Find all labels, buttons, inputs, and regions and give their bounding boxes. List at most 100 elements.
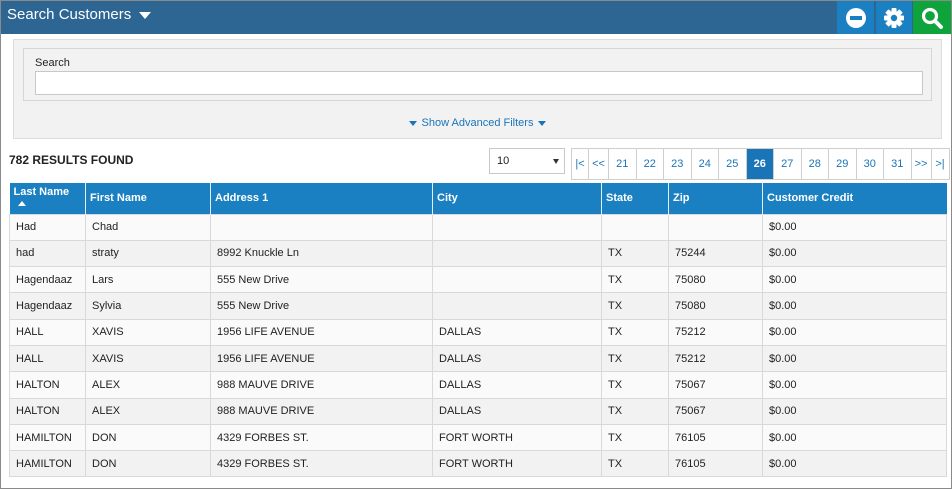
table-row[interactable]: HAMILTON DON 4329 FORBES ST. FORT WORTH TX 76… [9, 450, 947, 478]
minus-icon [845, 7, 866, 28]
triangle-down-icon [538, 120, 547, 126]
table-cell: ALEX [85, 397, 211, 425]
page-button[interactable]: >> [911, 149, 932, 179]
page-title-dropdown[interactable]: Search Customers [7, 6, 152, 23]
results-count: 782 RESULTS FOUND [9, 153, 134, 167]
page-button[interactable]: 22 [636, 149, 664, 179]
page-button[interactable]: 31 [884, 149, 912, 179]
column-header-label: Zip [673, 192, 690, 205]
table-row[interactable]: HALL XAVIS 1956 LIFE AVENUE DALLAS TX 75212 $0… [9, 344, 947, 373]
page-button[interactable]: 25 [719, 149, 747, 179]
table-cell: DON [85, 423, 211, 452]
table-cell: 988 MAUVE DRIVE [210, 371, 433, 399]
column-header[interactable]: Zip [668, 183, 763, 214]
show-advanced-filters-link[interactable]: Show Advanced Filters [14, 117, 941, 129]
search-button[interactable] [913, 1, 951, 34]
table-cell [601, 213, 669, 241]
table-cell: 76105 [668, 450, 763, 478]
search-icon [921, 7, 943, 29]
table-cell: XAVIS [85, 318, 211, 346]
table-row[interactable]: HALTON ALEX 988 MAUVE DRIVE DALLAS TX 75067 $0… [9, 397, 947, 425]
table-cell: HALTON [9, 371, 86, 399]
page-button[interactable]: 23 [664, 149, 692, 179]
page-button[interactable]: 28 [801, 149, 829, 179]
column-header[interactable]: Customer Credit [762, 183, 947, 214]
table-row[interactable]: had straty 8992 Knuckle Ln TX 75244 $0.00 [9, 239, 947, 268]
column-header-label: Customer Credit [767, 192, 854, 205]
table-cell: Lars [85, 266, 211, 294]
table-cell: had [9, 239, 86, 268]
table-cell: 555 New Drive [210, 266, 433, 294]
table-cell: 1956 LIFE AVENUE [210, 344, 433, 373]
table-cell: straty [85, 239, 211, 268]
column-header[interactable]: Last Name [9, 183, 86, 214]
search-input[interactable] [35, 71, 923, 95]
column-header-label: Last Name [13, 186, 70, 199]
column-header[interactable]: City [432, 183, 602, 214]
table-cell: TX [601, 318, 669, 346]
table-cell: 988 MAUVE DRIVE [210, 397, 433, 425]
table-cell: HALTON [9, 397, 86, 425]
table-cell: 75244 [668, 239, 763, 268]
table-cell: $0.00 [762, 239, 947, 268]
table-cell: TX [601, 397, 669, 425]
table-cell: HALL [9, 318, 86, 346]
page-button[interactable]: << [589, 149, 609, 179]
table-cell: TX [601, 371, 669, 399]
table-cell: 75067 [668, 371, 763, 399]
table-row[interactable]: HALL XAVIS 1956 LIFE AVENUE DALLAS TX 75212 $0… [9, 318, 947, 346]
table-cell: TX [601, 344, 669, 373]
column-header-label: State [606, 192, 633, 205]
page-button[interactable]: 29 [829, 149, 857, 179]
sort-ascending-icon [17, 201, 26, 207]
column-header[interactable]: Address 1 [210, 183, 433, 214]
page-button[interactable]: |< [572, 149, 589, 179]
table-cell: 75067 [668, 397, 763, 425]
column-header[interactable]: First Name [85, 183, 211, 214]
table-cell: 4329 FORBES ST. [210, 450, 433, 478]
table-body: Had Chad $0.00 had straty 8992 Knuckle Ln TX 75… [9, 213, 947, 478]
title-bar: Search Customers [1, 1, 951, 34]
table-cell: $0.00 [762, 423, 947, 452]
page-button-current[interactable]: 26 [746, 149, 774, 179]
gear-icon [884, 7, 904, 28]
table-row[interactable]: Hagendaaz Lars 555 New Drive TX 75080 $0.00 [9, 266, 947, 294]
table-row[interactable]: Hagendaaz Sylvia 555 New Drive TX 75080 $0.00 [9, 292, 947, 320]
column-header[interactable]: State [601, 183, 669, 214]
table-cell: DON [85, 450, 211, 478]
table-cell [432, 239, 602, 268]
table-header: Last Name First Name Address 1 City State Zip… [9, 183, 947, 214]
table-cell: $0.00 [762, 397, 947, 425]
page-button[interactable]: 30 [856, 149, 884, 179]
table-cell: HAMILTON [9, 423, 86, 452]
page-button[interactable]: 21 [609, 149, 637, 179]
page-button[interactable]: >| [931, 149, 949, 179]
table-row[interactable]: Had Chad $0.00 [9, 213, 947, 241]
dropdown-arrow-icon [553, 159, 559, 164]
table-cell: 4329 FORBES ST. [210, 423, 433, 452]
page-button[interactable]: 27 [774, 149, 802, 179]
table-cell: TX [601, 450, 669, 478]
table-cell: ALEX [85, 371, 211, 399]
pagination: |< << 21 22 23 24 25 26 27 28 29 30 31 >> >| [571, 148, 950, 180]
table-row[interactable]: HALTON ALEX 988 MAUVE DRIVE DALLAS TX 75067 $0… [9, 371, 947, 399]
column-header-label: City [437, 192, 458, 205]
page-button[interactable]: 24 [691, 149, 719, 179]
table-cell: Sylvia [85, 292, 211, 320]
page-size-select[interactable]: 10 [489, 148, 565, 174]
page-title: Search Customers [7, 6, 132, 23]
table-cell [432, 266, 602, 294]
table-row[interactable]: HAMILTON DON 4329 FORBES ST. FORT WORTH TX 76… [9, 423, 947, 452]
caret-down-icon [139, 12, 152, 19]
search-box: Search [23, 48, 932, 101]
collapse-button[interactable] [837, 1, 874, 34]
settings-button[interactable] [875, 1, 912, 34]
table-cell: TX [601, 266, 669, 294]
table-cell: HALL [9, 344, 86, 373]
table-cell: HAMILTON [9, 450, 86, 478]
table-cell [210, 213, 433, 241]
table-cell: Had [9, 213, 86, 241]
table-cell: $0.00 [762, 292, 947, 320]
table-cell: $0.00 [762, 450, 947, 478]
search-label: Search [35, 57, 70, 69]
